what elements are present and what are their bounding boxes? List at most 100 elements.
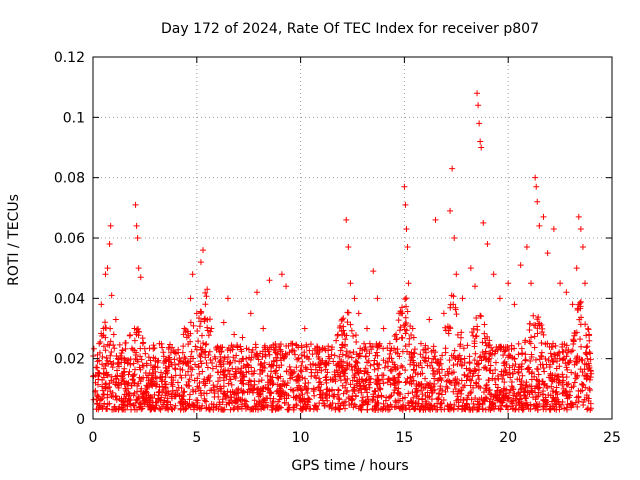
noise-point xyxy=(323,373,330,380)
noise-point xyxy=(361,370,368,377)
noise-point xyxy=(292,351,298,358)
noise-point xyxy=(328,405,335,412)
noise-point xyxy=(248,382,255,389)
noise-point xyxy=(182,406,189,413)
noise-point xyxy=(559,399,566,406)
noise-point xyxy=(246,386,253,393)
noise-point xyxy=(510,397,517,404)
noise-point xyxy=(109,406,116,413)
noise-point xyxy=(264,372,271,379)
noise-point xyxy=(395,317,402,324)
noise-point xyxy=(114,367,121,374)
noise-point xyxy=(482,348,489,355)
noise-point xyxy=(583,392,590,399)
noise-point xyxy=(231,357,238,364)
noise-point xyxy=(528,387,535,394)
noise-point xyxy=(346,349,353,356)
noise-point xyxy=(540,396,547,403)
noise-point xyxy=(362,365,369,372)
noise-point xyxy=(353,382,360,389)
noise-point xyxy=(225,344,232,351)
noise-point xyxy=(94,392,101,399)
noise-point xyxy=(192,343,199,350)
noise-point xyxy=(443,383,450,390)
noise-point xyxy=(417,351,424,358)
noise-point xyxy=(185,368,192,375)
noise-point xyxy=(537,361,544,368)
noise-point xyxy=(486,367,493,374)
noise-point xyxy=(148,403,155,410)
noise-point xyxy=(108,349,115,356)
noise-point xyxy=(352,332,359,339)
noise-point xyxy=(343,332,350,339)
noise-point xyxy=(501,348,508,355)
noise-point xyxy=(160,349,167,356)
noise-point xyxy=(333,337,340,344)
noise-point xyxy=(311,392,318,399)
noise-point xyxy=(336,396,343,403)
data-point xyxy=(334,331,341,338)
noise-point xyxy=(451,402,458,409)
noise-point xyxy=(220,390,227,397)
x-tick-label: 25 xyxy=(603,430,621,446)
data-point xyxy=(399,310,406,317)
noise-point xyxy=(438,400,445,407)
noise-point xyxy=(476,376,483,383)
noise-point xyxy=(526,383,533,390)
noise-point xyxy=(418,364,425,371)
noise-point xyxy=(214,383,221,390)
noise-point xyxy=(350,349,357,356)
noise-point xyxy=(486,350,493,357)
noise-point xyxy=(542,341,549,348)
noise-point xyxy=(520,381,527,388)
noise-point xyxy=(377,386,384,393)
data-point xyxy=(517,262,524,269)
data-points xyxy=(90,90,595,413)
data-point xyxy=(310,361,317,368)
noise-point xyxy=(396,370,403,377)
noise-point xyxy=(574,373,581,380)
noise-point xyxy=(403,303,410,310)
noise-point xyxy=(475,372,482,379)
noise-point xyxy=(489,375,496,382)
noise-point xyxy=(335,361,342,368)
noise-point xyxy=(392,397,399,404)
noise-point xyxy=(159,383,166,390)
noise-point xyxy=(396,327,403,334)
noise-point xyxy=(499,375,506,382)
noise-point xyxy=(198,332,205,339)
noise-point xyxy=(418,403,425,410)
noise-point xyxy=(297,386,304,393)
noise-point xyxy=(395,397,402,404)
data-point xyxy=(579,244,586,251)
noise-point xyxy=(394,350,401,357)
noise-point xyxy=(574,353,581,360)
data-point xyxy=(94,364,101,371)
noise-point xyxy=(510,370,517,377)
noise-point xyxy=(504,406,511,413)
noise-point xyxy=(552,352,559,359)
noise-point xyxy=(535,314,542,321)
noise-point xyxy=(407,361,414,368)
noise-point xyxy=(363,377,370,384)
noise-point xyxy=(290,406,297,413)
noise-point xyxy=(135,395,142,402)
noise-point xyxy=(319,395,326,402)
noise-point xyxy=(262,384,269,391)
noise-point xyxy=(145,372,152,379)
noise-point xyxy=(560,385,567,392)
noise-point xyxy=(190,322,197,329)
noise-point xyxy=(460,384,467,391)
noise-point xyxy=(506,364,513,371)
noise-point xyxy=(134,388,141,395)
data-point xyxy=(451,235,458,241)
noise-point xyxy=(238,377,245,384)
data-point xyxy=(295,355,302,362)
data-point xyxy=(247,310,254,317)
noise-point xyxy=(203,398,210,405)
noise-point xyxy=(111,345,118,352)
noise-point xyxy=(452,304,459,311)
noise-point xyxy=(485,357,492,364)
noise-point xyxy=(162,384,169,391)
noise-point xyxy=(348,354,355,361)
